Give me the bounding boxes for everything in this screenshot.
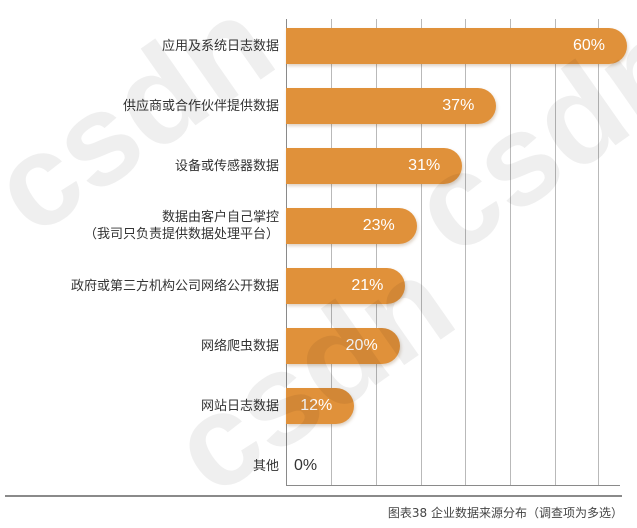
gridline (331, 19, 332, 485)
bar-row: 设备或传感器数据 31% (0, 148, 637, 184)
bar-row: 网站日志数据 12% (0, 388, 637, 424)
bar-value-label: 20% (345, 337, 378, 354)
chart-caption: 图表38 企业数据来源分布（调查项为多选） (387, 506, 623, 520)
bar-row: 其他 0% (0, 448, 637, 484)
category-label-line: 网络爬虫数据 (200, 338, 279, 354)
category-label: 网络爬虫数据 (201, 328, 279, 364)
category-label-line: 政府或第三方机构公司网络公开数据 (70, 278, 279, 294)
bar-value-label: 21% (351, 277, 384, 294)
gridline (555, 19, 556, 485)
bar (286, 148, 463, 184)
category-label-line: 设备或传感器数据 (174, 158, 279, 174)
category-label: 设备或传感器数据 (175, 148, 279, 184)
category-label-line: 应用及系统日志数据 (161, 38, 279, 54)
footer-divider (5, 495, 622, 497)
bar (286, 88, 497, 124)
category-label-line: 网站日志数据 (200, 398, 279, 414)
category-label: 其他 (253, 448, 279, 484)
gridline (376, 19, 377, 485)
category-label-line: 供应商或合作伙伴提供数据 (122, 98, 279, 114)
bar-row: 政府或第三方机构公司网络公开数据 21% (0, 268, 637, 304)
category-label-line: 其他 (252, 458, 279, 474)
bar-row: 数据由客户自己掌控 （我司只负责提供数据处理平台） 23% (0, 208, 637, 244)
bar-value-label: 0% (294, 457, 318, 474)
category-label: 政府或第三方机构公司网络公开数据 (71, 268, 279, 304)
category-label: 数据由客户自己掌控 （我司只负责提供数据处理平台） (84, 208, 279, 244)
bar-value-label: 12% (300, 397, 333, 414)
bar-value-label: 23% (362, 217, 395, 234)
bar (286, 268, 406, 304)
category-label: 应用及系统日志数据 (162, 28, 279, 64)
bar (286, 388, 355, 424)
bar (286, 28, 627, 64)
category-label: 网站日志数据 (201, 388, 279, 424)
bar-row: 应用及系统日志数据 60% (0, 28, 637, 64)
bar (286, 328, 400, 364)
bar-value-label: 37% (442, 97, 475, 114)
gridline (598, 19, 599, 485)
bar-value-label: 60% (573, 37, 606, 54)
bar-row: 网络爬虫数据 20% (0, 328, 637, 364)
bar-row: 供应商或合作伙伴提供数据 37% (0, 88, 637, 124)
gridline (465, 19, 466, 485)
bar (286, 208, 417, 244)
plot-area (286, 19, 620, 486)
gridline (510, 19, 511, 485)
category-label-line: 数据由客户自己掌控 (161, 210, 279, 225)
bar-value-label: 31% (408, 157, 441, 174)
gridline (421, 19, 422, 485)
category-label-line: （我司只负责提供数据处理平台） (83, 227, 279, 242)
category-label: 供应商或合作伙伴提供数据 (123, 88, 279, 124)
